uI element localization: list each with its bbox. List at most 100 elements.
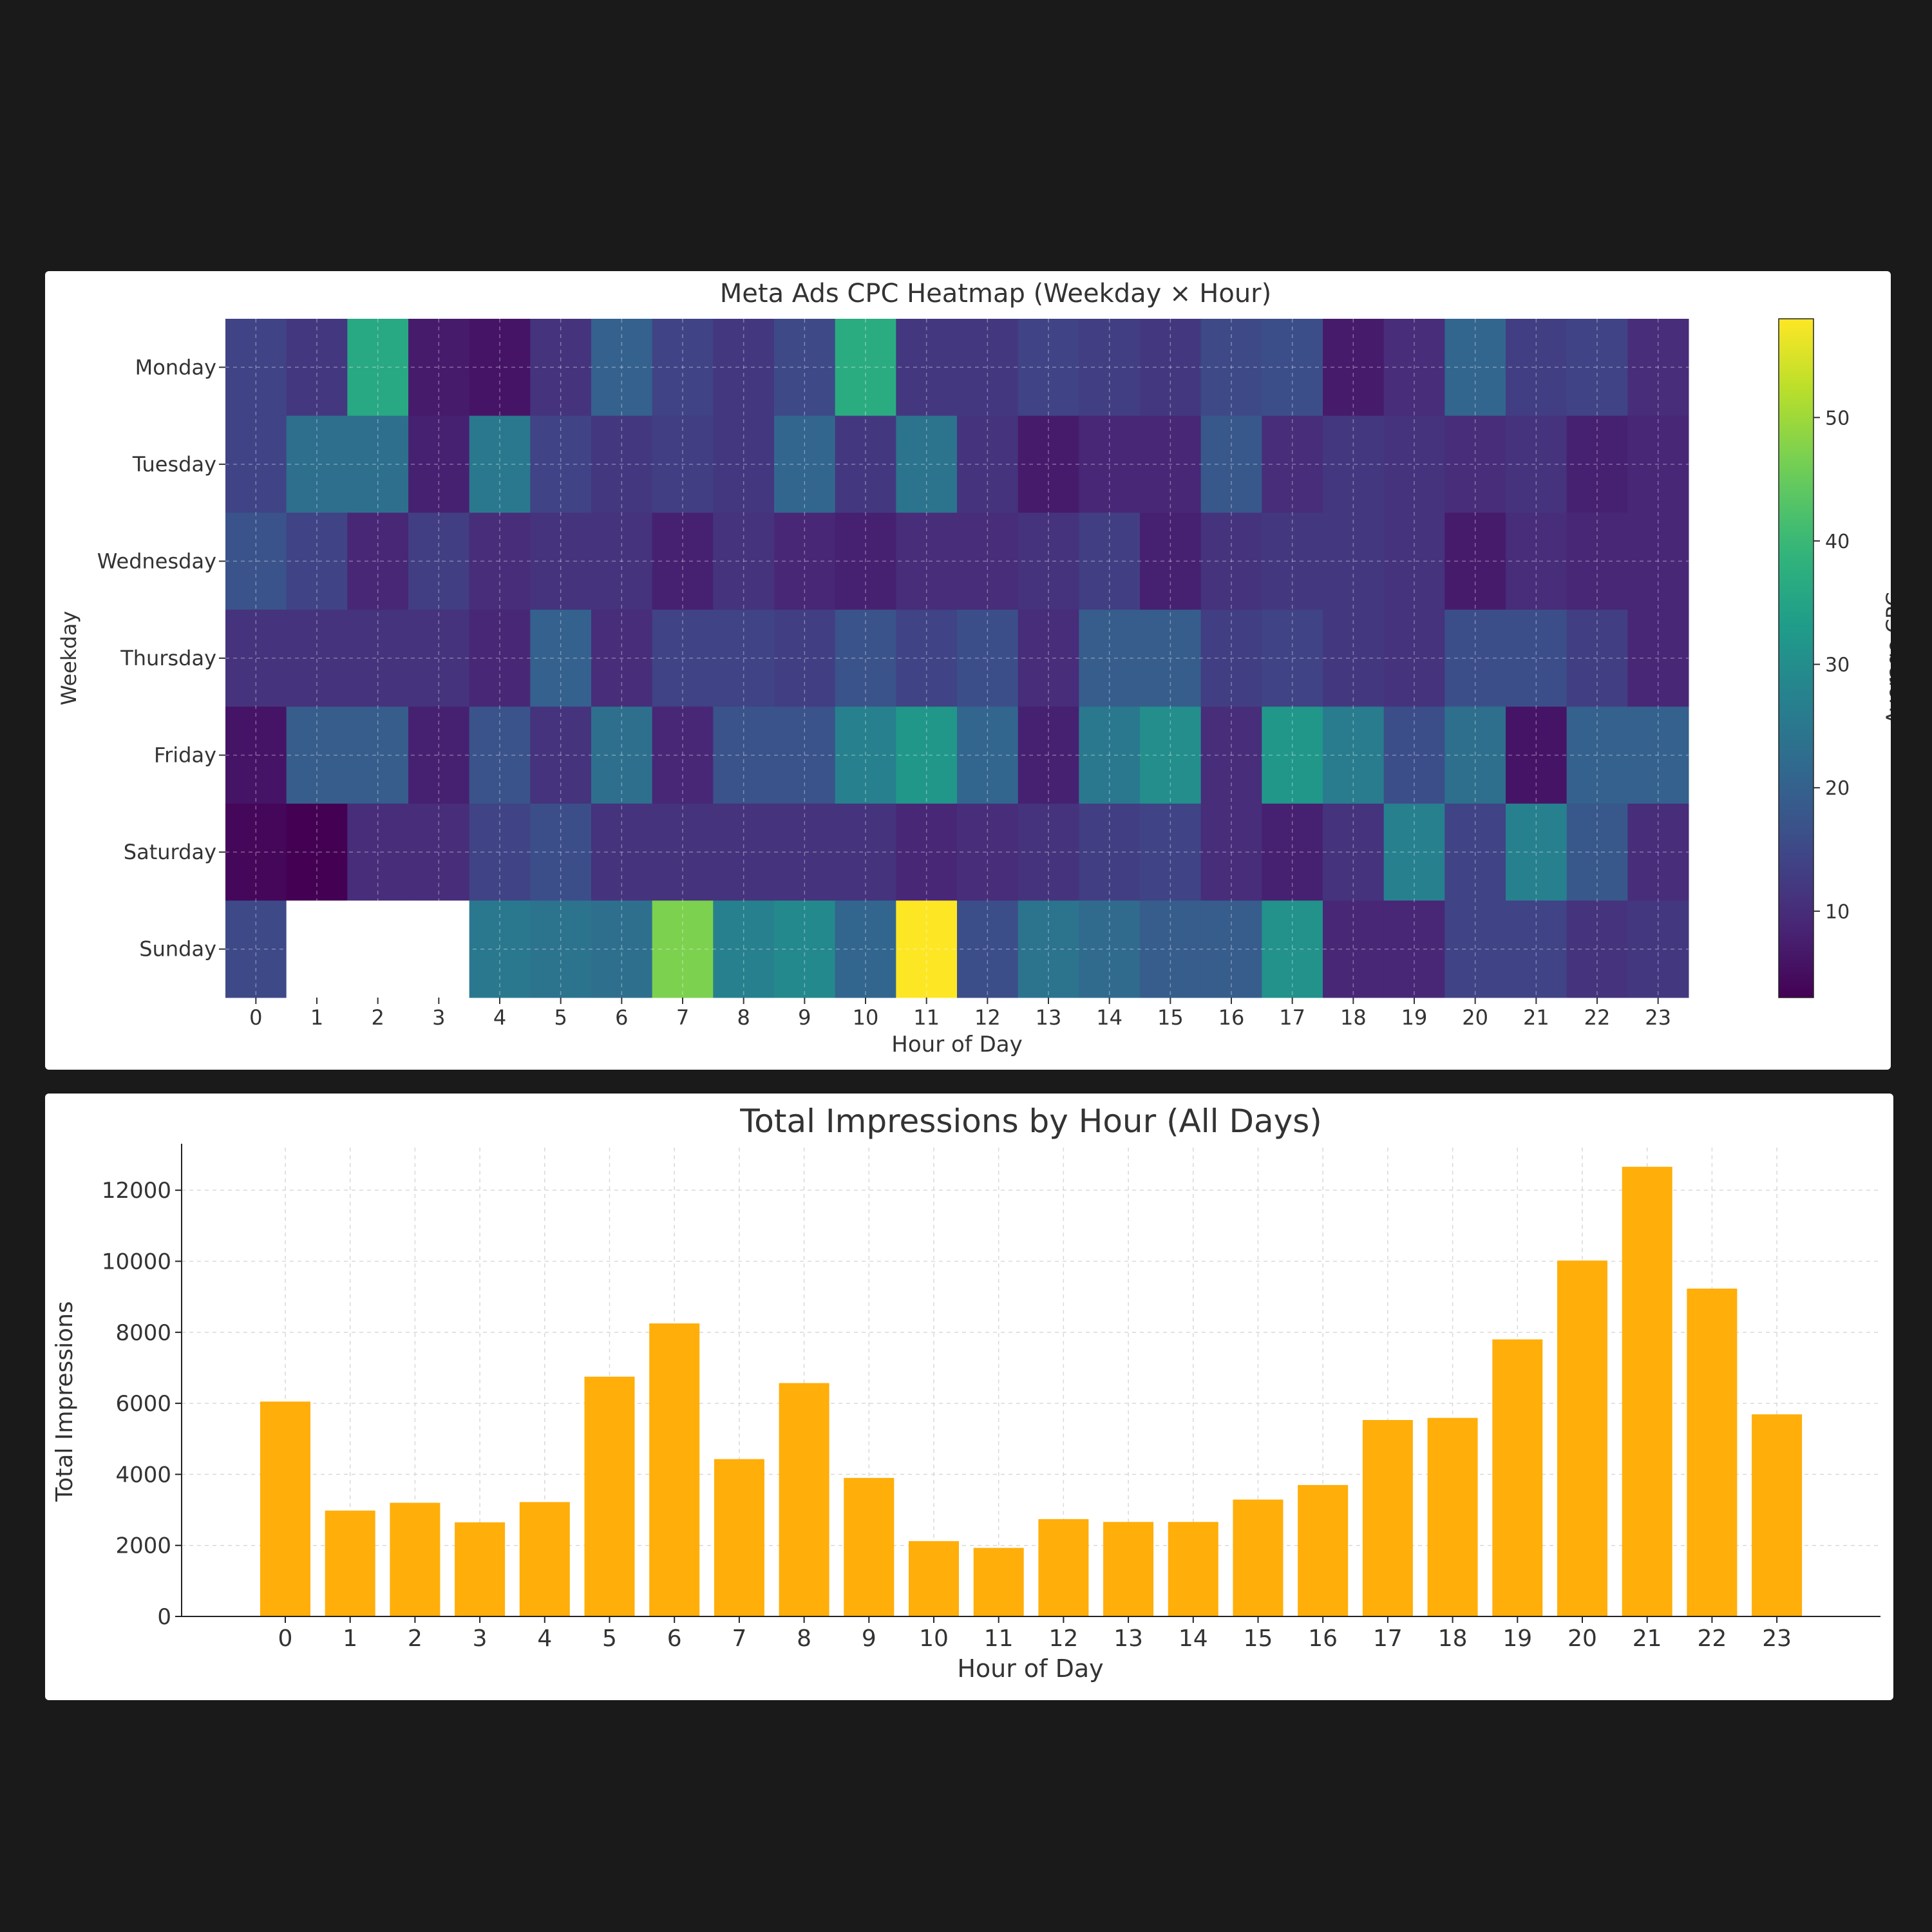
x-tick-label: 23 — [1645, 1005, 1671, 1030]
bar-x-tick-label: 9 — [862, 1625, 876, 1652]
heatmap-cell — [1140, 415, 1202, 513]
heatmap-cell — [347, 513, 409, 611]
heatmap-cell — [1079, 609, 1141, 707]
bar — [584, 1376, 635, 1616]
x-tick-label: 19 — [1401, 1005, 1428, 1030]
heatmap-cell — [1018, 513, 1079, 611]
heatmap-cell — [1627, 513, 1689, 611]
bar-y-tick-label: 10000 — [102, 1249, 171, 1274]
x-tick-label: 10 — [853, 1005, 879, 1030]
heatmap-cell — [1506, 319, 1567, 417]
heatmap-cell — [347, 415, 409, 513]
heatmap-cell — [591, 513, 653, 611]
bar — [519, 1502, 570, 1616]
heatmap-cell — [225, 609, 287, 707]
heatmap-cell — [591, 900, 653, 998]
heatmap-cell — [835, 609, 896, 707]
x-tick-label: 6 — [615, 1005, 628, 1030]
colorbar-tick-label: 40 — [1825, 531, 1850, 553]
heatmap-cell — [1140, 513, 1202, 611]
bar — [779, 1383, 829, 1616]
heatmap-cell — [1018, 706, 1079, 804]
bar — [455, 1522, 506, 1616]
heatmap-cell — [652, 803, 714, 901]
heatmap-cell — [1140, 706, 1202, 804]
heatmap-cell — [652, 900, 714, 998]
y-tick-label: Sunday — [139, 937, 216, 961]
bar-x-tick-label: 22 — [1697, 1625, 1727, 1652]
heatmap-grid — [225, 319, 1689, 998]
colorbar-tick-label: 10 — [1825, 901, 1850, 923]
heatmap-cell — [347, 706, 409, 804]
heatmap-cell — [469, 803, 531, 901]
heatmap-cell — [1566, 609, 1628, 707]
bar-y-tick-label: 12000 — [102, 1178, 171, 1204]
bar-x-tick-label: 14 — [1179, 1625, 1208, 1652]
colorbar-tick-label: 20 — [1825, 777, 1850, 800]
x-tick-label: 1 — [310, 1005, 323, 1030]
x-tick-label: 13 — [1036, 1005, 1062, 1030]
heatmap-cell — [1323, 609, 1385, 707]
bar — [649, 1323, 700, 1616]
heatmap-cell — [286, 415, 348, 513]
heatmap-cell — [530, 513, 592, 611]
heatmap-cell — [225, 319, 287, 417]
x-tick-label: 17 — [1279, 1005, 1305, 1030]
heatmap-cell — [713, 513, 775, 611]
bar-x-tick-label: 11 — [984, 1625, 1014, 1652]
y-tick-label: Wednesday — [97, 549, 216, 573]
bar — [1752, 1414, 1803, 1616]
heatmap-cell — [835, 513, 896, 611]
bar-x-tick-label: 15 — [1244, 1625, 1273, 1652]
heatmap-cell — [1323, 513, 1385, 611]
heatmap-cell — [286, 803, 348, 901]
heatmap-cell — [1383, 706, 1445, 804]
x-tick-label: 0 — [249, 1005, 262, 1030]
heatmap-cell — [1566, 319, 1628, 417]
heatmap-cell — [713, 900, 775, 998]
heatmap-cell — [1079, 513, 1141, 611]
bar-x-tick-label: 13 — [1113, 1625, 1143, 1652]
bar-x-tick-label: 23 — [1762, 1625, 1792, 1652]
heatmap-cell — [1200, 319, 1262, 417]
bar-x-tick-label: 12 — [1048, 1625, 1078, 1652]
heatmap-cell — [469, 706, 531, 804]
heatmap-cell — [835, 803, 896, 901]
heatmap-cell — [1262, 415, 1323, 513]
heatmap-cell — [347, 319, 409, 417]
heatmap-cell — [1200, 609, 1262, 707]
heatmap-cell — [591, 803, 653, 901]
heatmap-cell — [1262, 609, 1323, 707]
heatmap-cell — [286, 319, 348, 417]
heatmap-ylabel: Weekday — [57, 611, 81, 706]
x-tick-label: 18 — [1340, 1005, 1367, 1030]
heatmap-cell — [1444, 415, 1506, 513]
bar — [1687, 1288, 1738, 1616]
heatmap-cell — [1079, 900, 1141, 998]
heatmap-cell — [1018, 803, 1079, 901]
bar — [1362, 1420, 1413, 1616]
colorbar — [1778, 318, 1814, 998]
heatmap-cell — [957, 513, 1019, 611]
heatmap-cell — [774, 513, 836, 611]
heatmap-cell — [1200, 706, 1262, 804]
x-tick-label: 3 — [432, 1005, 445, 1030]
heatmap-cell — [652, 609, 714, 707]
heatmap-cell — [286, 609, 348, 707]
heatmap-cell — [408, 706, 470, 804]
bar — [1038, 1519, 1089, 1616]
heatmap-cell — [835, 415, 896, 513]
heatmap-cell — [957, 900, 1019, 998]
heatmap-cells — [225, 319, 1689, 998]
bar — [325, 1510, 375, 1616]
heatmap-cell — [530, 319, 592, 417]
heatmap-cell — [1506, 803, 1567, 901]
heatmap-cell — [530, 900, 592, 998]
heatmap-cell — [469, 415, 531, 513]
heatmap-cell — [896, 609, 958, 707]
bar-y-tick-label: 0 — [157, 1604, 171, 1630]
heatmap-cell — [1262, 803, 1323, 901]
heatmap-cell — [347, 609, 409, 707]
x-tick-label: 12 — [974, 1005, 1001, 1030]
heatmap-cell — [469, 319, 531, 417]
